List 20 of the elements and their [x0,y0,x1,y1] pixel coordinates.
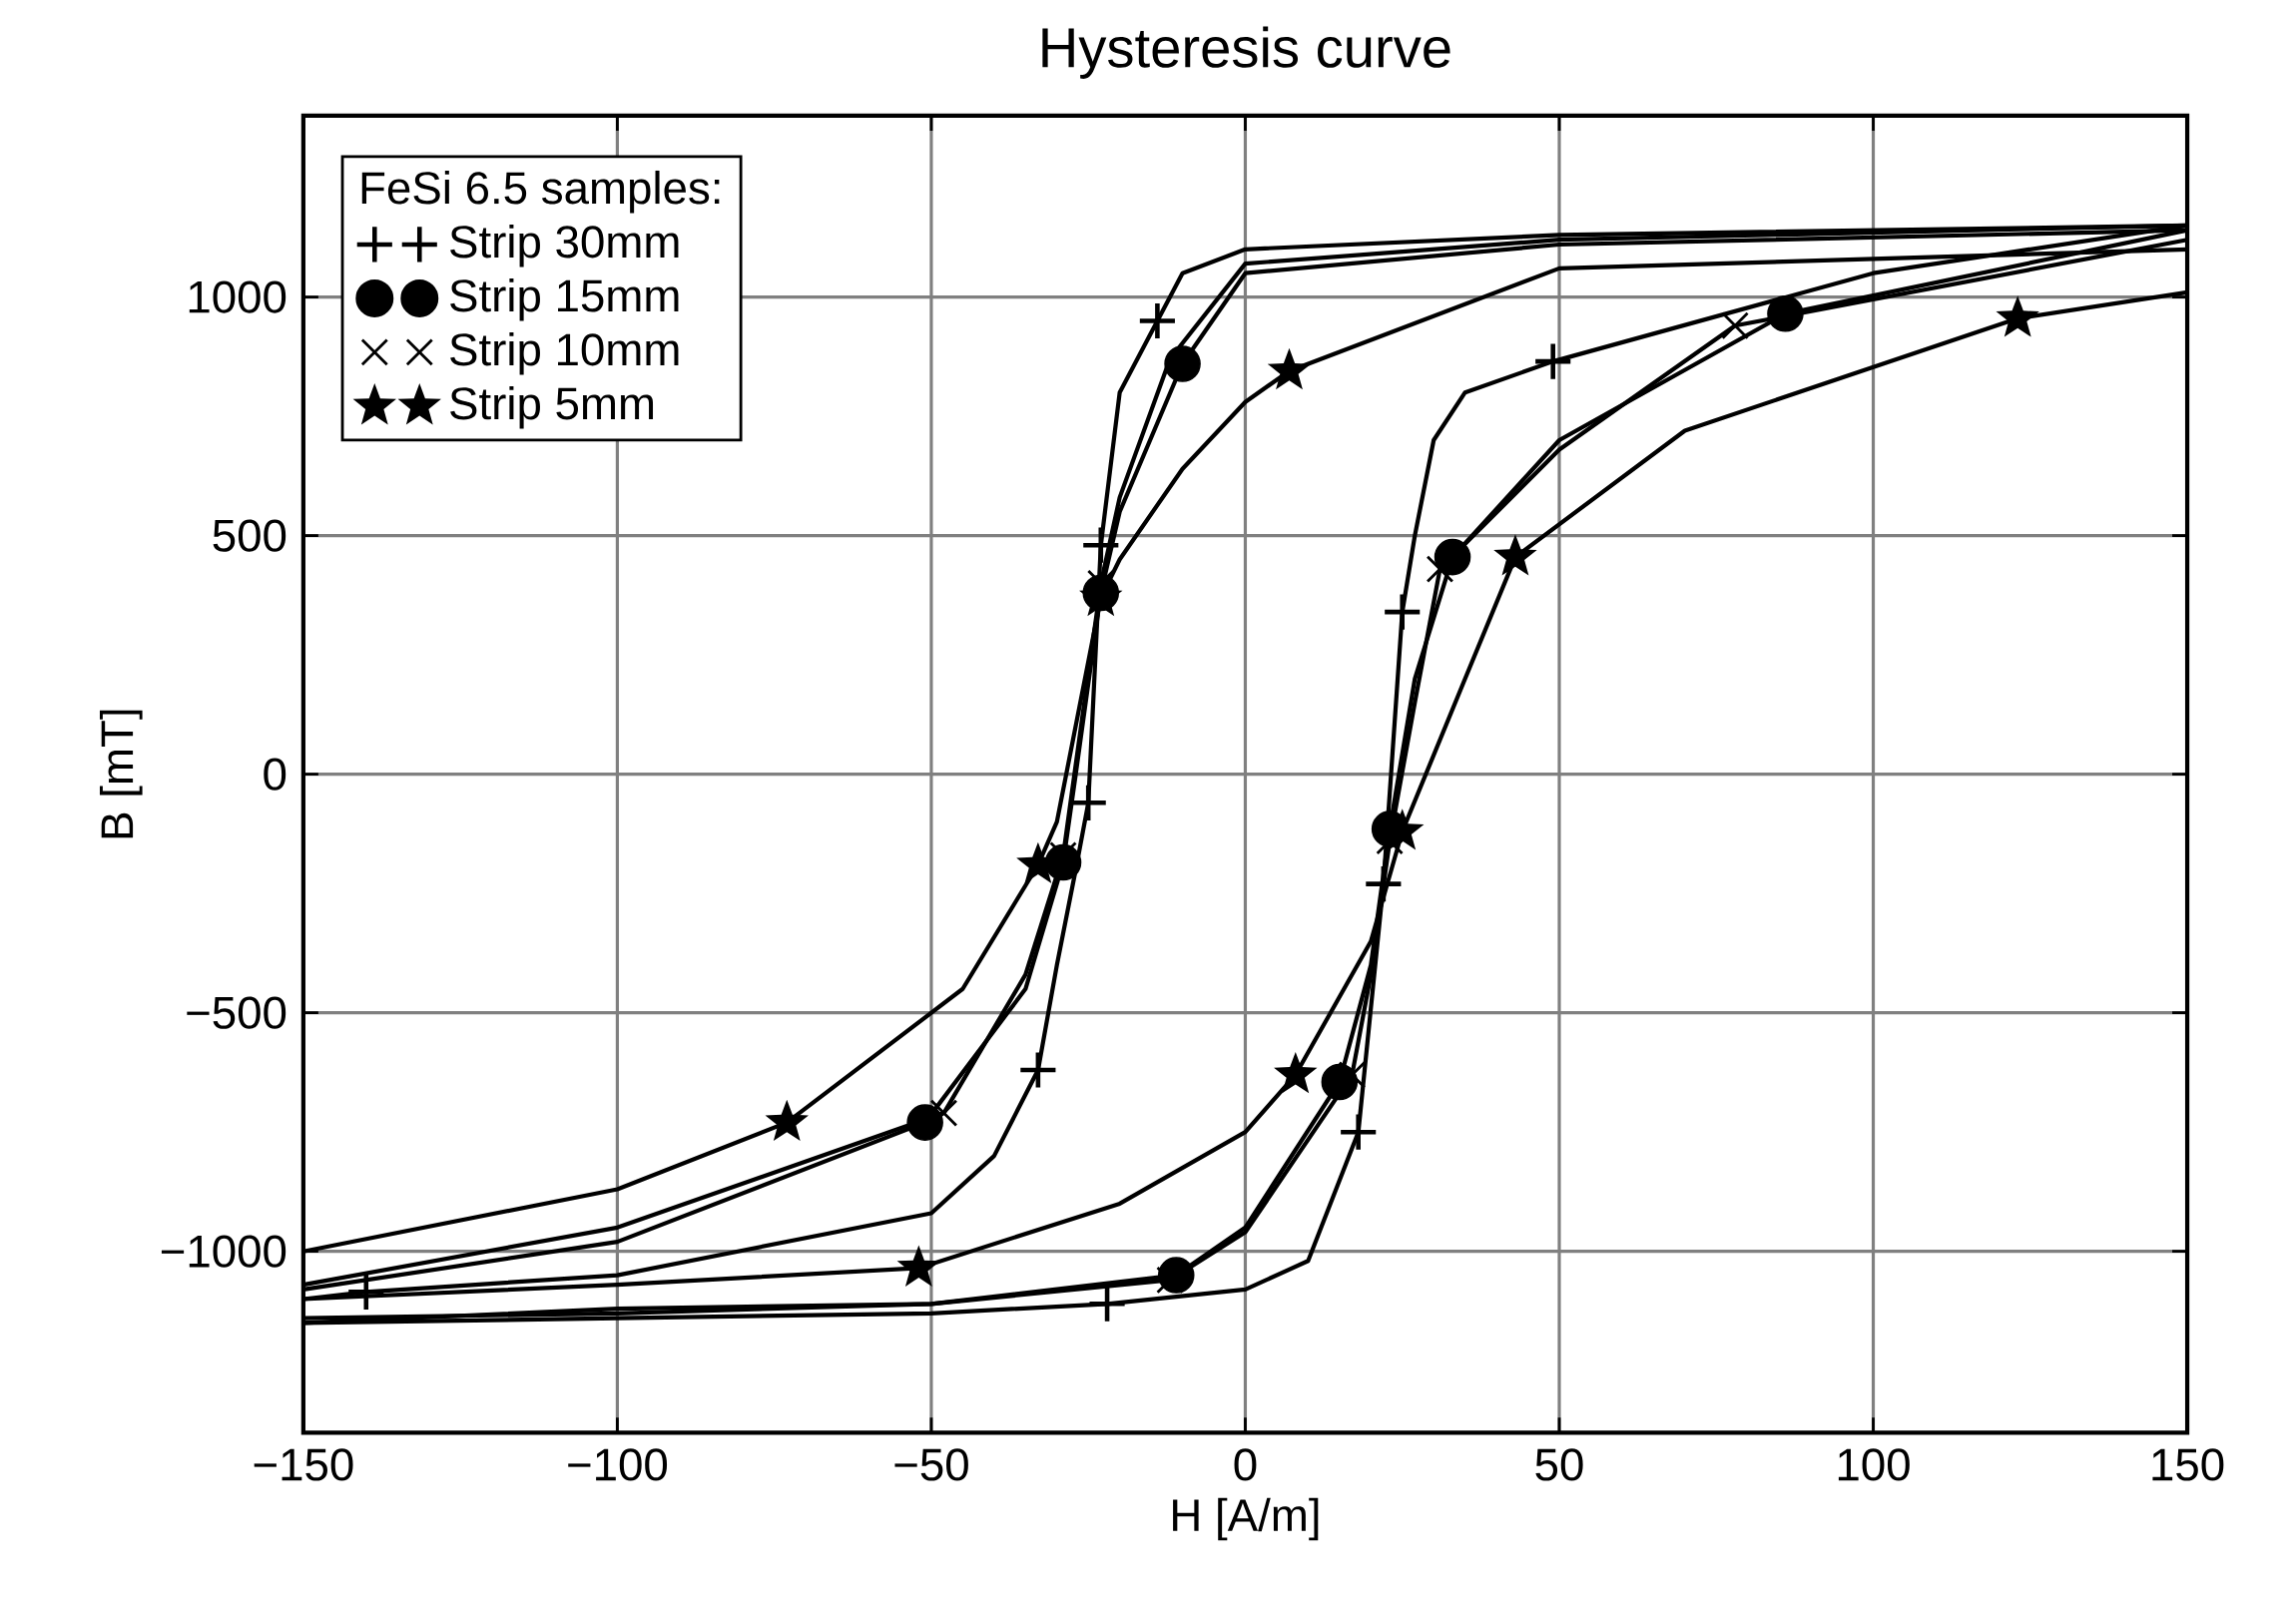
legend-label: Strip 15mm [450,277,679,321]
legend-title: FeSi 6.5 samples: [361,170,720,214]
x-tick-label: −100 [568,1448,668,1481]
legend-label: Strip 10mm [450,331,679,375]
chart-title: Hysteresis curve [1042,26,1450,79]
y-tick-label: 1000 [189,280,287,313]
legend-label: Strip 5mm [450,385,654,429]
y-tick-label: 0 [264,758,287,791]
y-tick-label: 500 [213,519,287,552]
x-tick-label: 0 [1234,1448,1257,1481]
y-axis-title: B [mT] [99,710,143,837]
y-tick-label: −1000 [161,1235,287,1268]
x-axis-title: H [A/m] [1173,1497,1319,1541]
y-tick-label: −500 [187,996,287,1029]
x-tick-label: −50 [894,1448,968,1481]
legend-label: Strip 30mm [450,224,679,268]
x-tick-label: 100 [1838,1448,1910,1481]
x-tick-label: −150 [254,1448,353,1481]
x-tick-label: 150 [2152,1448,2224,1481]
x-tick-label: 50 [1535,1448,1583,1481]
